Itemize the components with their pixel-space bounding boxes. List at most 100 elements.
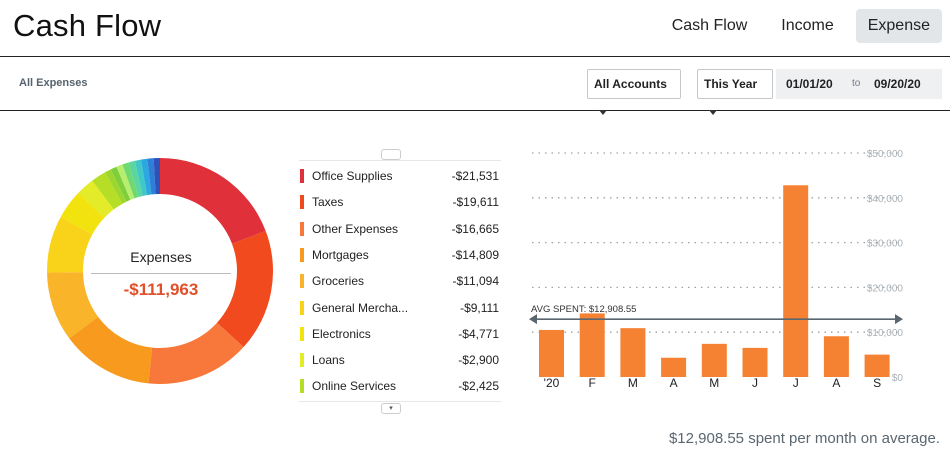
chevron-down-icon: ▾	[389, 405, 393, 412]
x-tick-label: M	[709, 376, 719, 390]
donut-slice[interactable]	[47, 217, 93, 273]
y-tick-label: $0	[892, 373, 904, 384]
category-row[interactable]: Electronics -$4,771	[299, 320, 501, 346]
category-row[interactable]: General Mercha... -$9,111	[299, 294, 501, 320]
date-from-field[interactable]: 01/01/20	[786, 77, 833, 91]
x-tick-label: A	[670, 376, 678, 390]
breadcrumb[interactable]: All Expenses	[19, 77, 88, 89]
date-to-label: to	[852, 78, 861, 89]
category-row[interactable]: Office Supplies -$21,531	[299, 162, 501, 188]
donut-slice[interactable]	[128, 160, 143, 198]
y-tick-label: $20,000	[867, 283, 904, 294]
bar[interactable]	[661, 357, 687, 377]
category-amount: -$4,771	[458, 326, 499, 341]
category-color-swatch	[300, 379, 304, 394]
donut-slice[interactable]	[160, 158, 266, 244]
account-select[interactable]: All Accounts	[587, 69, 681, 116]
view-tabs: Cash Flow Income Expense	[660, 9, 942, 43]
expense-donut-chart	[47, 158, 273, 384]
donut-slice[interactable]	[153, 158, 160, 195]
y-tick-label: $10,000	[867, 328, 904, 339]
category-color-swatch	[300, 247, 304, 262]
scroll-down-button[interactable]: ▾	[381, 403, 401, 414]
period-select-label: This Year	[704, 77, 758, 91]
bar[interactable]	[864, 354, 890, 377]
donut-slice[interactable]	[60, 192, 105, 235]
category-amount: -$2,900	[458, 353, 499, 368]
bar[interactable]	[701, 343, 727, 377]
average-marker-right	[895, 314, 903, 325]
expenses-total: -$111,963	[123, 280, 199, 299]
donut-slice[interactable]	[105, 169, 127, 204]
donut-slice[interactable]	[116, 164, 135, 200]
donut-slice[interactable]	[140, 158, 152, 196]
category-color-swatch	[300, 353, 304, 368]
donut-slice[interactable]	[122, 162, 139, 199]
category-name: Office Supplies	[312, 169, 393, 183]
category-row[interactable]: Other Expenses -$16,665	[299, 215, 501, 241]
category-color-swatch	[300, 221, 304, 236]
category-amount: -$14,809	[451, 247, 499, 262]
donut-slice[interactable]	[78, 180, 114, 218]
divider	[91, 273, 231, 274]
page-title: Cash Flow	[13, 8, 162, 43]
bar[interactable]	[742, 347, 768, 377]
category-row[interactable]: Mortgages -$14,809	[299, 241, 501, 267]
page-header: Cash Flow Cash Flow Income Expense	[0, 0, 950, 57]
scroll-up-button[interactable]	[381, 149, 401, 160]
category-row[interactable]: Taxes -$19,611	[299, 188, 501, 214]
category-name: General Mercha...	[312, 300, 409, 315]
x-tick-label: A	[832, 376, 840, 390]
average-label: AVG SPENT: $12,908.55	[531, 304, 636, 315]
category-amount: -$16,665	[451, 221, 499, 236]
category-row[interactable]: Groceries -$11,094	[299, 267, 501, 293]
donut-slice[interactable]	[47, 272, 99, 339]
category-row[interactable]: Online Services -$2,425	[299, 372, 501, 398]
filter-bar: All Expenses All Accounts This Year 01/0…	[0, 57, 950, 116]
date-range: 01/01/20 to 09/20/20	[776, 69, 942, 99]
tab-cash-flow[interactable]: Cash Flow	[671, 17, 748, 34]
category-color-swatch	[300, 326, 304, 341]
y-tick-label: $30,000	[867, 239, 904, 250]
average-marker-left	[529, 314, 537, 325]
category-name: Other Expenses	[312, 221, 399, 236]
donut-slice[interactable]	[69, 316, 153, 384]
caret-down-icon	[599, 110, 607, 116]
donut-slice[interactable]	[148, 322, 244, 384]
tab-income[interactable]: Income	[781, 17, 834, 34]
category-color-swatch	[300, 274, 304, 289]
category-amount: -$2,425	[458, 379, 499, 394]
category-list: Office Supplies -$21,531 Taxes -$19,611 Othe…	[299, 160, 501, 402]
donut-slice[interactable]	[147, 158, 156, 195]
average-summary: $12,908.55 spent per month on average.	[668, 430, 940, 447]
donut-slice[interactable]	[216, 230, 273, 348]
account-select-label: All Accounts	[594, 77, 667, 91]
category-name: Groceries	[312, 274, 365, 289]
monthly-expense-bar-chart: $0 $10,000 $20,000 $30,000 $40,000 $50,000 '20…	[529, 149, 904, 390]
bar[interactable]	[539, 329, 564, 377]
date-to-field[interactable]: 09/20/20	[874, 77, 921, 91]
bar[interactable]	[783, 185, 809, 377]
caret-down-icon	[709, 110, 717, 116]
x-tick-label: '20	[544, 376, 560, 390]
donut-center-label: Expenses	[130, 249, 192, 265]
category-name: Taxes	[312, 195, 344, 210]
donut-slice[interactable]	[110, 166, 131, 202]
tab-expense[interactable]: Expense	[855, 9, 942, 43]
x-tick-label: J	[793, 376, 799, 390]
category-amount: -$9,111	[460, 300, 499, 315]
period-select[interactable]: This Year	[697, 69, 773, 116]
x-tick-label: M	[628, 376, 638, 390]
category-color-swatch	[300, 195, 304, 210]
bar[interactable]	[823, 336, 849, 377]
bar[interactable]	[620, 328, 646, 377]
category-row[interactable]: Loans -$2,900	[299, 346, 501, 372]
bar[interactable]	[579, 313, 605, 377]
category-amount: -$11,094	[452, 274, 499, 289]
donut-slice[interactable]	[134, 159, 148, 196]
x-tick-label: F	[589, 376, 596, 390]
donut-slice[interactable]	[92, 172, 123, 210]
category-amount: -$21,531	[451, 169, 499, 183]
x-tick-label: S	[873, 376, 881, 390]
